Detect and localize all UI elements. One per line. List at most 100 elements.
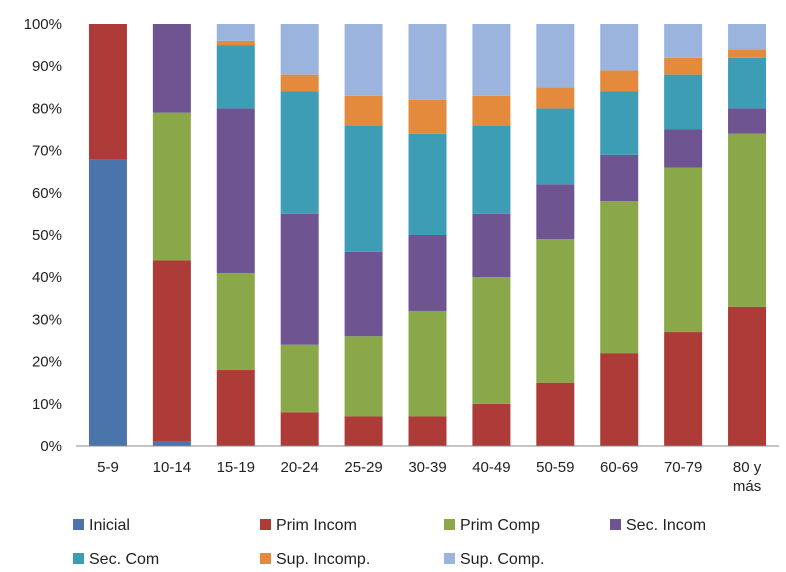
x-tick-label: 15-19 xyxy=(217,459,255,476)
legend-label: Sup. Incomp. xyxy=(276,551,370,568)
bar-segment xyxy=(664,129,703,168)
legend-swatch xyxy=(260,553,271,564)
legend-swatch xyxy=(610,519,621,530)
y-tick-label: 60% xyxy=(32,185,62,202)
x-tick-label: 40-49 xyxy=(472,459,510,476)
bar-segment xyxy=(536,108,575,185)
bar-segment xyxy=(280,213,319,345)
bar-segment xyxy=(600,91,639,155)
bar-segment xyxy=(344,24,383,96)
bar-segment xyxy=(728,24,767,50)
bar-segment xyxy=(600,70,639,92)
bar-segment xyxy=(536,382,575,446)
bar-segment xyxy=(88,24,127,160)
x-tick-label: 10-14 xyxy=(153,459,191,476)
bar-segment xyxy=(216,108,255,273)
plot-area xyxy=(88,24,767,447)
bar-segment xyxy=(344,125,383,252)
y-tick-label: 100% xyxy=(24,16,62,33)
bar-segment xyxy=(664,57,703,75)
y-tick-label: 80% xyxy=(32,100,62,117)
bar-segment xyxy=(600,24,639,71)
y-tick-label: 70% xyxy=(32,143,62,160)
bar-segment xyxy=(664,74,703,130)
legend: Inicial Prim Incom Prim Comp Sec. Incom Sec.… xyxy=(73,517,706,568)
bar-segment xyxy=(536,239,575,383)
bar-segment xyxy=(600,154,639,202)
bar-segment xyxy=(728,108,767,134)
y-tick-label: 90% xyxy=(32,58,62,75)
bar-segment xyxy=(344,336,383,417)
legend-label: Inicial xyxy=(89,517,130,534)
y-tick-label: 20% xyxy=(32,354,62,371)
bar-segment xyxy=(472,24,511,96)
bar-segment xyxy=(664,167,703,333)
bar-segment xyxy=(408,416,447,446)
x-tick-label: 70-79 xyxy=(664,459,702,476)
bar-segment xyxy=(280,74,319,92)
y-tick-label: 0% xyxy=(40,438,62,455)
bar-segment xyxy=(408,133,447,235)
y-tick-label: 30% xyxy=(32,311,62,328)
bar-segment xyxy=(280,91,319,214)
y-tick-label: 40% xyxy=(32,269,62,286)
legend-swatch xyxy=(444,519,455,530)
bar-segment xyxy=(728,49,767,58)
bar-segment xyxy=(88,159,127,447)
bar-segment xyxy=(472,277,511,404)
legend-label: Prim Incom xyxy=(276,517,357,534)
bar-segment xyxy=(152,112,191,261)
bar-segment xyxy=(344,95,383,126)
bar-segment xyxy=(408,24,447,100)
legend-swatch xyxy=(73,553,84,564)
bar-segment xyxy=(216,272,255,371)
bar-segment xyxy=(152,24,191,113)
legend-label: Sup. Comp. xyxy=(460,551,544,568)
y-tick-label: 10% xyxy=(32,396,62,413)
bar-segment xyxy=(472,125,511,214)
bar-segment xyxy=(216,370,255,446)
bar-segment xyxy=(216,45,255,109)
bar-segment xyxy=(664,24,703,58)
bar-segment xyxy=(344,251,383,337)
x-tick-label: 60-69 xyxy=(600,459,638,476)
legend-label: Sec. Com xyxy=(89,551,159,568)
x-tick-label: 5-9 xyxy=(97,459,119,476)
bar-segment xyxy=(728,57,767,109)
bar-segment xyxy=(408,99,447,134)
bar-segment xyxy=(216,40,255,46)
bar-segment xyxy=(728,306,767,446)
legend-swatch xyxy=(444,553,455,564)
y-tick-label: 50% xyxy=(32,227,62,244)
bar-segment xyxy=(280,344,319,413)
y-axis: 0% 10% 20% 30% 40% 50% 60% 70% 80% 90% 100% xyxy=(24,16,62,455)
bar-segment xyxy=(472,95,511,126)
x-tick-label: 50-59 xyxy=(536,459,574,476)
bar-segment xyxy=(472,213,511,278)
x-tick-label: 25-29 xyxy=(344,459,382,476)
legend-swatch xyxy=(73,519,84,530)
bar-segment xyxy=(664,332,703,446)
legend-label: Sec. Incom xyxy=(626,517,706,534)
x-tick-label: 30-39 xyxy=(408,459,446,476)
bar-segment xyxy=(344,416,383,446)
bar-segment xyxy=(536,24,575,88)
bar-segment xyxy=(216,24,255,41)
bar-segment xyxy=(728,133,767,307)
x-axis: 5-9 10-14 15-19 20-24 25-29 30-39 40-49 50-59 60… xyxy=(97,459,762,495)
bar-segment xyxy=(152,260,191,442)
bar-segment xyxy=(408,310,447,417)
bar-segment xyxy=(600,353,639,446)
bar-segment xyxy=(472,403,511,446)
bar-segment xyxy=(536,87,575,109)
bar-segment xyxy=(600,201,639,354)
legend-swatch xyxy=(260,519,271,530)
bar-segment xyxy=(280,24,319,75)
bar-segment xyxy=(280,412,319,446)
bar-segment xyxy=(152,441,191,446)
x-tick-label: 20-24 xyxy=(280,459,318,476)
bar-segment xyxy=(536,184,575,240)
x-tick-label: 80 y más xyxy=(733,459,762,495)
bar-segment xyxy=(408,235,447,311)
